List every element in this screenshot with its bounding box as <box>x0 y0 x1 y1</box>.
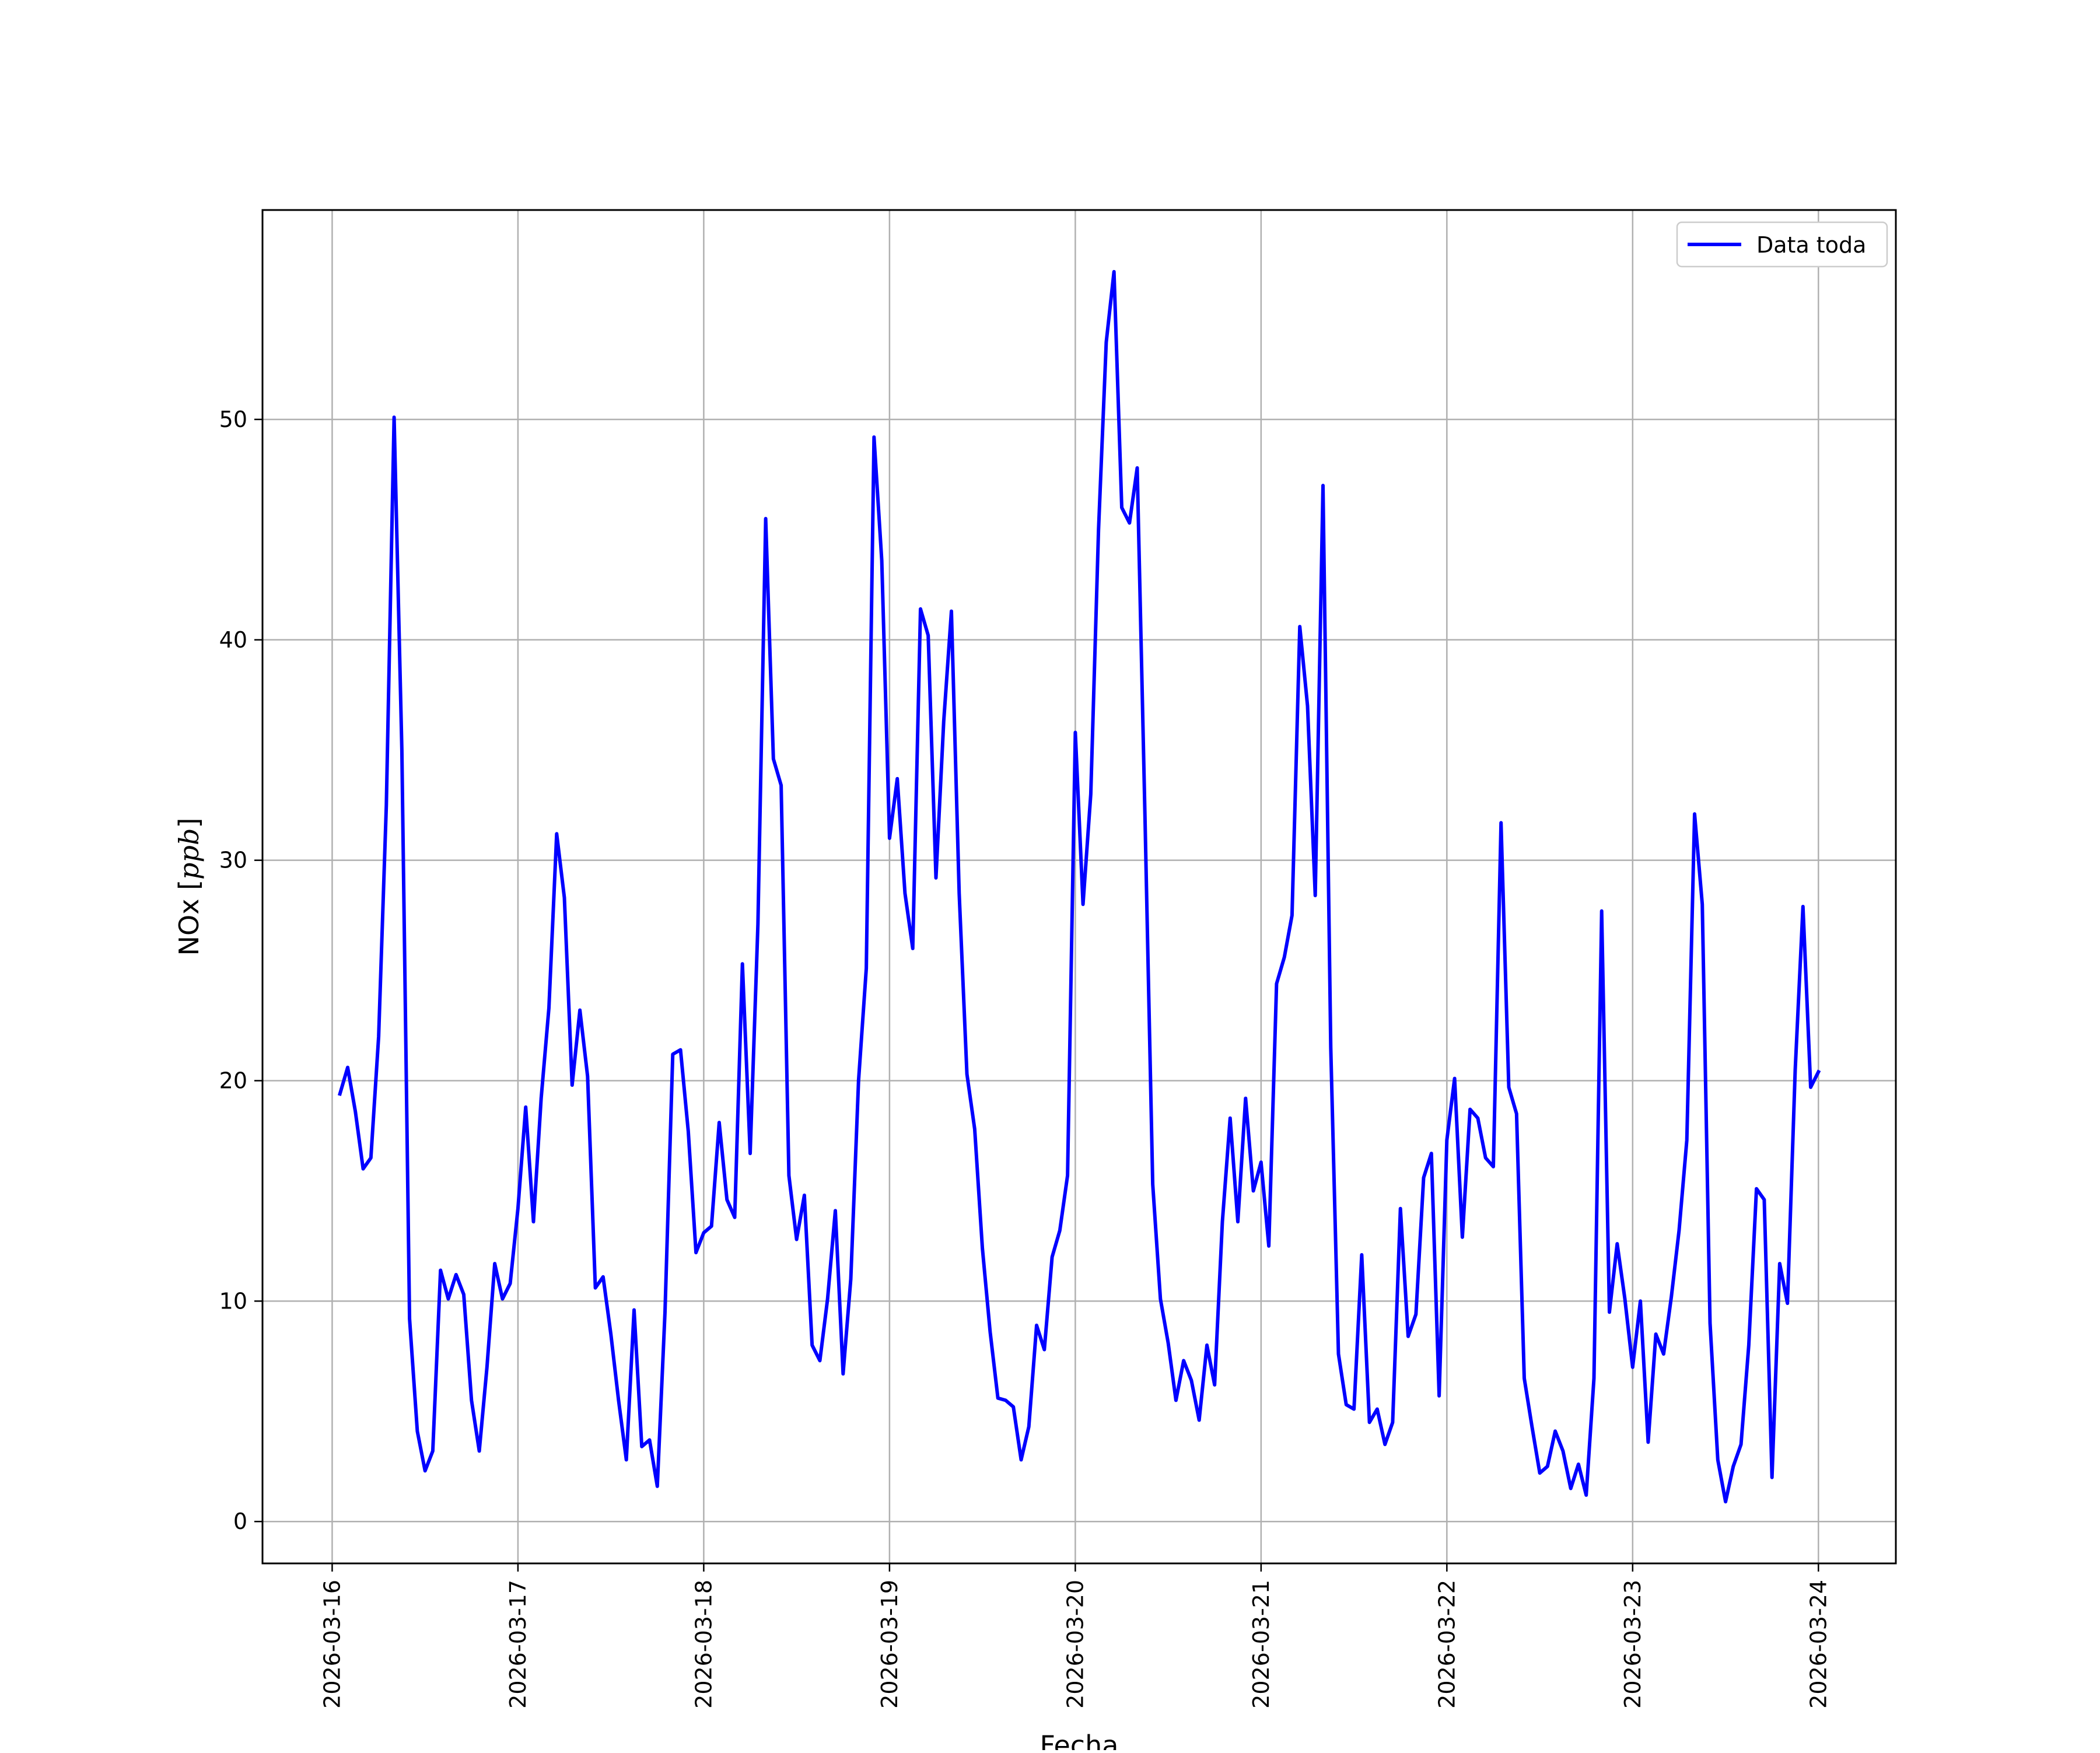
series-layer <box>337 270 1821 1504</box>
legend: Data toda <box>1676 221 1888 268</box>
x-tick-label: 2026-03-21 <box>1248 1580 1274 1709</box>
y-tick-label: 40 <box>219 627 247 653</box>
y-axis-label: NOx [ppb] <box>173 818 205 956</box>
x-tick-label: 2026-03-22 <box>1434 1580 1460 1709</box>
y-tick-label: 50 <box>219 407 247 432</box>
series-line-data-toda <box>337 270 1821 1504</box>
x-tick-label: 2026-03-24 <box>1805 1580 1831 1709</box>
legend-box <box>1676 221 1888 268</box>
y-axis-label-unit: ppb <box>173 828 205 880</box>
x-tick-label: 2026-03-20 <box>1062 1580 1088 1709</box>
x-tick-label: 2026-03-18 <box>691 1580 716 1709</box>
x-tick-label: 2026-03-16 <box>319 1580 345 1709</box>
y-tick-label: 10 <box>219 1288 247 1314</box>
y-tick-label: 0 <box>233 1509 247 1534</box>
legend-label-data-toda: Data toda <box>1756 232 1866 258</box>
x-axis: 2026-03-16 2026-03-17 2026-03-18 2026-03-19… <box>319 1563 1831 1709</box>
x-tick-label: 2026-03-19 <box>877 1580 902 1709</box>
y-axis: 0 10 20 30 40 50 <box>219 407 262 1534</box>
y-axis-label-suffix: ] <box>173 818 205 828</box>
y-axis-label-prefix: NOx [ <box>173 880 205 956</box>
y-tick-label: 30 <box>219 848 247 873</box>
y-tick-label: 20 <box>219 1068 247 1094</box>
x-tick-label: 2026-03-17 <box>505 1580 531 1709</box>
plot-area-frame <box>261 209 1897 1565</box>
x-tick-label: 2026-03-23 <box>1620 1580 1646 1709</box>
x-axis-label: Fecha <box>1040 1730 1119 1750</box>
